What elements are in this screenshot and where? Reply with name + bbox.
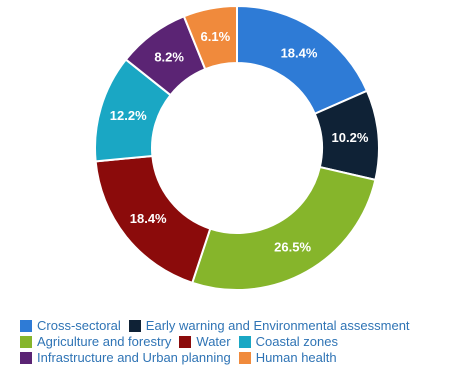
legend-item-coastal: Coastal zones: [238, 334, 338, 350]
donut-chart: 18.4% 10.2% 26.5% 18.4% 12.2% 8.2% 6.1%: [94, 4, 380, 291]
legend-label: Early warning and Environmental assessme…: [145, 318, 410, 333]
slice-data-label-5: 8.2%: [154, 50, 184, 65]
legend-label: Cross-sectoral: [37, 318, 121, 333]
legend-swatch: [20, 336, 32, 348]
slice-data-label-2: 26.5%: [274, 239, 311, 254]
legend-item-cross-sectoral: Cross-sectoral: [20, 318, 121, 334]
legend-label: Coastal zones: [255, 334, 338, 349]
slice-data-label-1: 10.2%: [332, 130, 369, 145]
donut-slice-2: [191, 165, 377, 291]
donut-slices: [94, 4, 380, 291]
legend-label: Agriculture and forestry: [37, 334, 172, 349]
legend-row: Agriculture and forestry Water Coastal z…: [20, 334, 460, 350]
legend-item-water: Water: [179, 334, 231, 350]
legend-swatch: [238, 352, 251, 364]
donut-chart-svg: 18.4% 10.2% 26.5% 18.4% 12.2% 8.2% 6.1%: [94, 4, 380, 291]
legend-item-infrastructure: Infrastructure and Urban planning: [20, 350, 231, 366]
legend-swatch: [128, 320, 141, 332]
legend-item-agriculture: Agriculture and forestry: [20, 334, 171, 350]
slice-data-label-4: 12.2%: [110, 108, 147, 123]
legend-item-early-warning: Early warning and Environmental assessme…: [128, 318, 410, 334]
legend-label: Water: [196, 334, 231, 349]
legend-label: Human health: [255, 350, 337, 365]
donut-labels: 18.4% 10.2% 26.5% 18.4% 12.2% 8.2% 6.1%: [110, 29, 369, 254]
legend-swatch: [20, 320, 32, 332]
slice-data-label-3: 18.4%: [130, 211, 167, 226]
legend-swatch: [238, 336, 251, 348]
slice-data-label-0: 18.4%: [281, 45, 318, 60]
donut-slice-6: [182, 4, 238, 71]
legend-swatch: [20, 352, 32, 364]
legend-item-human-health: Human health: [238, 350, 337, 366]
legend-row: Infrastructure and Urban planning Human …: [20, 350, 460, 366]
legend-row: Cross-sectoral Early warning and Environ…: [20, 318, 460, 334]
chart-legend: Cross-sectoral Early warning and Environ…: [20, 318, 460, 366]
legend-label: Infrastructure and Urban planning: [37, 350, 231, 365]
slice-data-label-6: 6.1%: [201, 29, 231, 44]
legend-swatch: [179, 336, 192, 348]
